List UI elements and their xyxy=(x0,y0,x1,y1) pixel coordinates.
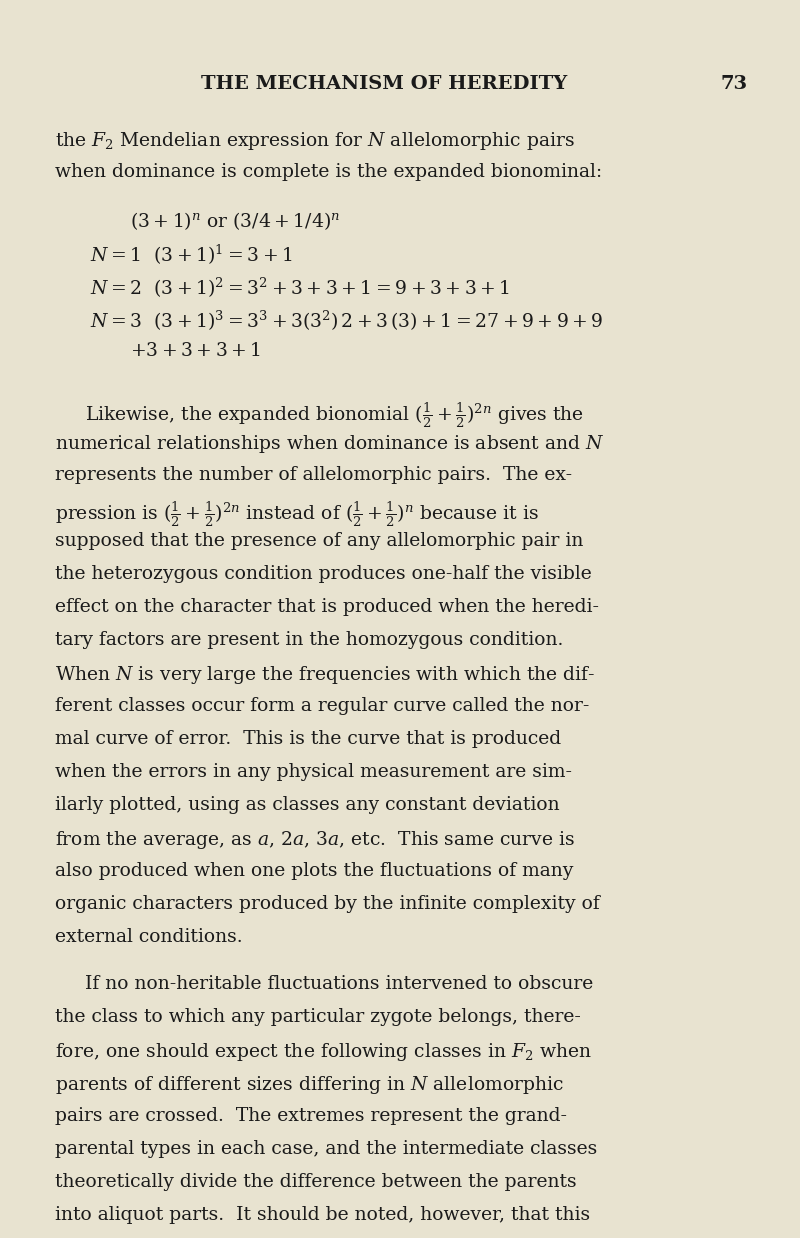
Text: $N=2$  $(3+1)^2=3^2+3+3+1=9+3+3+1$: $N=2$ $(3+1)^2=3^2+3+3+1=9+3+3+1$ xyxy=(90,276,510,300)
Text: $(3+1)^n$ or $(3/4+1/4)^n$: $(3+1)^n$ or $(3/4+1/4)^n$ xyxy=(130,210,340,232)
Text: theoretically divide the difference between the parents: theoretically divide the difference betw… xyxy=(55,1172,577,1191)
Text: the $F_2$ Mendelian expression for $N$ allelomorphic pairs: the $F_2$ Mendelian expression for $N$ a… xyxy=(55,130,575,152)
Text: effect on the character that is produced when the heredi-: effect on the character that is produced… xyxy=(55,598,599,617)
Text: the class to which any particular zygote belongs, there-: the class to which any particular zygote… xyxy=(55,1008,581,1026)
Text: parental types in each case, and the intermediate classes: parental types in each case, and the int… xyxy=(55,1140,598,1158)
Text: external conditions.: external conditions. xyxy=(55,928,242,946)
Text: parents of different sizes differing in $N$ allelomorphic: parents of different sizes differing in … xyxy=(55,1075,564,1096)
Text: THE MECHANISM OF HEREDITY: THE MECHANISM OF HEREDITY xyxy=(201,76,567,93)
Text: supposed that the presence of any allelomorphic pair in: supposed that the presence of any allelo… xyxy=(55,532,583,550)
Text: numerical relationships when dominance is absent and $N$: numerical relationships when dominance i… xyxy=(55,433,605,456)
Text: represents the number of allelomorphic pairs.  The ex-: represents the number of allelomorphic p… xyxy=(55,465,572,484)
Text: also produced when one plots the fluctuations of many: also produced when one plots the fluctua… xyxy=(55,862,574,880)
Text: $N=1$  $(3+1)^1=3+1$: $N=1$ $(3+1)^1=3+1$ xyxy=(90,243,293,267)
Text: pression is $(\frac{1}{2}+\frac{1}{2})^{2n}$ instead of $(\frac{1}{2}+\frac{1}{2: pression is $(\frac{1}{2}+\frac{1}{2})^{… xyxy=(55,499,538,529)
Text: mal curve of error.  This is the curve that is produced: mal curve of error. This is the curve th… xyxy=(55,730,561,748)
Text: ilarly plotted, using as classes any constant deviation: ilarly plotted, using as classes any con… xyxy=(55,796,560,815)
Text: organic characters produced by the infinite complexity of: organic characters produced by the infin… xyxy=(55,895,600,912)
Text: when dominance is complete is the expanded bionominal:: when dominance is complete is the expand… xyxy=(55,163,602,181)
Text: 73: 73 xyxy=(721,76,748,93)
Text: pairs are crossed.  The extremes represent the grand-: pairs are crossed. The extremes represen… xyxy=(55,1107,567,1125)
Text: $N=3$  $(3+1)^3=3^3+3(3^2)\,2+3\,(3)+1=27+9+9+9$: $N=3$ $(3+1)^3=3^3+3(3^2)\,2+3\,(3)+1=27… xyxy=(90,310,603,333)
Text: If no non-heritable fluctuations intervened to obscure: If no non-heritable fluctuations interve… xyxy=(85,976,594,993)
Text: When $N$ is very large the frequencies with which the dif-: When $N$ is very large the frequencies w… xyxy=(55,664,595,686)
Text: tary factors are present in the homozygous condition.: tary factors are present in the homozygo… xyxy=(55,631,563,649)
Text: ferent classes occur form a regular curve called the nor-: ferent classes occur form a regular curv… xyxy=(55,697,590,716)
Text: Likewise, the expanded bionomial $(\frac{1}{2}+\frac{1}{2})^{2n}$ gives the: Likewise, the expanded bionomial $(\frac… xyxy=(85,400,584,430)
Text: from the average, as $a$, $2a$, $3a$, etc.  This same curve is: from the average, as $a$, $2a$, $3a$, et… xyxy=(55,829,575,851)
Text: when the errors in any physical measurement are sim-: when the errors in any physical measurem… xyxy=(55,763,572,781)
Text: fore, one should expect the following classes in $F_2$ when: fore, one should expect the following cl… xyxy=(55,1041,592,1063)
Text: the heterozygous condition produces one-half the visible: the heterozygous condition produces one-… xyxy=(55,565,592,583)
Text: $+3+3+3+1$: $+3+3+3+1$ xyxy=(130,342,262,360)
Text: into aliquot parts.  It should be noted, however, that this: into aliquot parts. It should be noted, … xyxy=(55,1206,590,1224)
